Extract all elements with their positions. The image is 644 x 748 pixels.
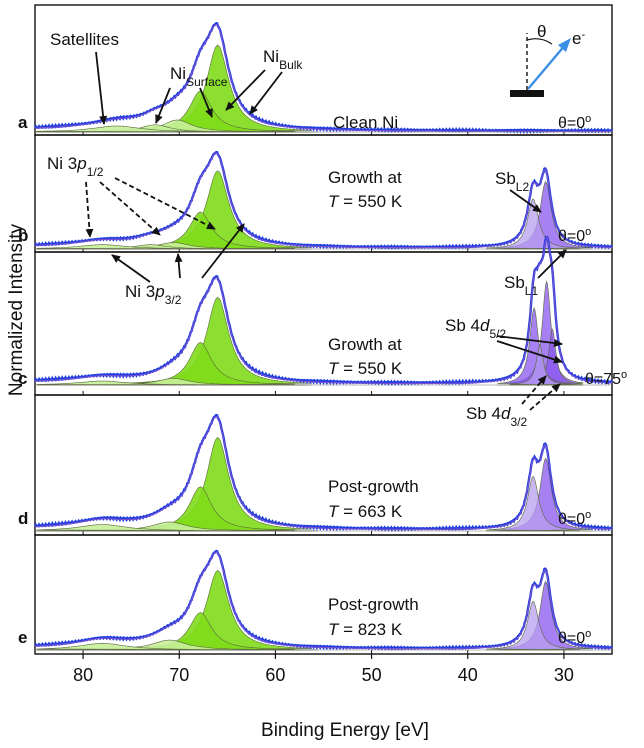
- inset-theta: θ: [537, 22, 546, 41]
- arrow-ni-bulk-2: [249, 71, 283, 115]
- annotation-ni-3p12: Ni 3p1/2: [47, 154, 104, 179]
- peak-fills: [34, 44, 593, 651]
- panel-d-label-1: Post-growth: [328, 477, 419, 496]
- peak-b-6: [485, 198, 581, 250]
- arrow-sb-l2: [509, 189, 542, 213]
- panel-c-label-2: T = 550 K: [328, 359, 403, 378]
- emission-geometry-inset: θ e-: [510, 22, 585, 97]
- arrow-ni-3p32-2: [174, 253, 183, 279]
- panel-b-label-1: Growth at: [328, 168, 402, 187]
- peak-e-5: [485, 600, 581, 651]
- theta-arc: [526, 38, 553, 45]
- arrow-satellites: [95, 51, 108, 125]
- panel-b-label-2: T = 550 K: [328, 192, 403, 211]
- spectrum-fit-c: [34, 235, 613, 384]
- arrow-ni-3p12-1: [85, 181, 94, 238]
- y-axis-title: Normalized Intensity: [6, 223, 27, 396]
- panel-a-label: Clean Ni: [333, 113, 398, 132]
- arrow-sb-4d32-2: [529, 383, 561, 411]
- arrow-sb-l1: [537, 249, 567, 279]
- x-axis-ticks: 80 70 60 50 40 30: [73, 654, 574, 685]
- x-tick-label: 50: [362, 665, 382, 685]
- spectrum-fit-e: [35, 551, 613, 650]
- electron-arrowhead: [558, 38, 571, 52]
- inset-electron: e-: [572, 29, 585, 48]
- panel-e-angle: θ=0o: [558, 628, 591, 647]
- panel-d-angle: θ=0o: [558, 509, 591, 528]
- panel-frame-e: [34, 534, 613, 655]
- x-tick-label: 30: [554, 665, 574, 685]
- annotation-ni-3p32: Ni 3p3/2: [125, 282, 182, 307]
- arrow-ni-3p32-3: [201, 223, 245, 279]
- annotation-arrows: [85, 51, 567, 411]
- panel-b-angle: θ=0o: [558, 226, 591, 245]
- arrow-ni-surface-1: [155, 87, 171, 124]
- panel-e-label-1: Post-growth: [328, 595, 419, 614]
- spectrum-fit-d: [35, 415, 612, 530]
- annotation-sb-4d52: Sb 4d5/2: [445, 316, 506, 341]
- peak-c-6: [497, 307, 572, 386]
- x-axis-title: Binding Energy [eV]: [261, 720, 429, 741]
- x-tick-label: 40: [458, 665, 478, 685]
- spectrum-data-a: [33, 21, 614, 135]
- arrow-ni-3p12-2: [99, 181, 161, 236]
- panel-c-label-1: Growth at: [328, 335, 402, 354]
- panel-letter-e: e: [18, 628, 27, 647]
- panel-letter-c: c: [18, 369, 27, 388]
- arrow-sb-4d52-1: [496, 335, 563, 347]
- arrow-sb-4d52-2: [496, 340, 563, 364]
- panel-e-label-2: T = 823 K: [328, 620, 403, 639]
- panel-letter-d: d: [18, 509, 28, 528]
- panel-d-label-2: T = 663 K: [328, 502, 403, 521]
- spectra-curves: [33, 21, 614, 651]
- panel-a-angle: θ=0o: [558, 113, 591, 132]
- spectrum-fit-b: [35, 152, 612, 249]
- annotation-sb-l2: SbL2: [495, 169, 529, 194]
- annotation-satellites: Satellites: [50, 30, 119, 49]
- sample-bar: [510, 90, 544, 97]
- panel-frame-a: [34, 4, 613, 136]
- panel-c-angle: θ=75o: [585, 369, 627, 388]
- annotation-ni-bulk: NiBulk: [263, 47, 303, 72]
- panel-letter-a: a: [18, 113, 28, 132]
- x-tick-label: 70: [169, 665, 189, 685]
- peak-c-0: [123, 296, 313, 386]
- arrow-ni-surface-2: [199, 87, 213, 118]
- peak-d-5: [485, 475, 581, 532]
- x-tick-label: 80: [73, 665, 93, 685]
- panel-frames: [34, 4, 613, 655]
- arrow-sb-4d32-1: [521, 375, 547, 405]
- panel-letter-b: b: [18, 226, 28, 245]
- arrow-ni-bulk-1: [225, 69, 266, 111]
- annotation-sb-4d32: Sb 4d3/2: [466, 404, 527, 429]
- spectrum-fit-a: [34, 23, 612, 132]
- arrow-ni-3p32-1: [111, 254, 151, 283]
- arrow-ni-3p12-3: [114, 177, 216, 230]
- spectrum-data-c: [33, 235, 614, 386]
- electron-arrow: [527, 43, 567, 90]
- x-tick-label: 60: [265, 665, 285, 685]
- peak-c-7: [509, 344, 571, 386]
